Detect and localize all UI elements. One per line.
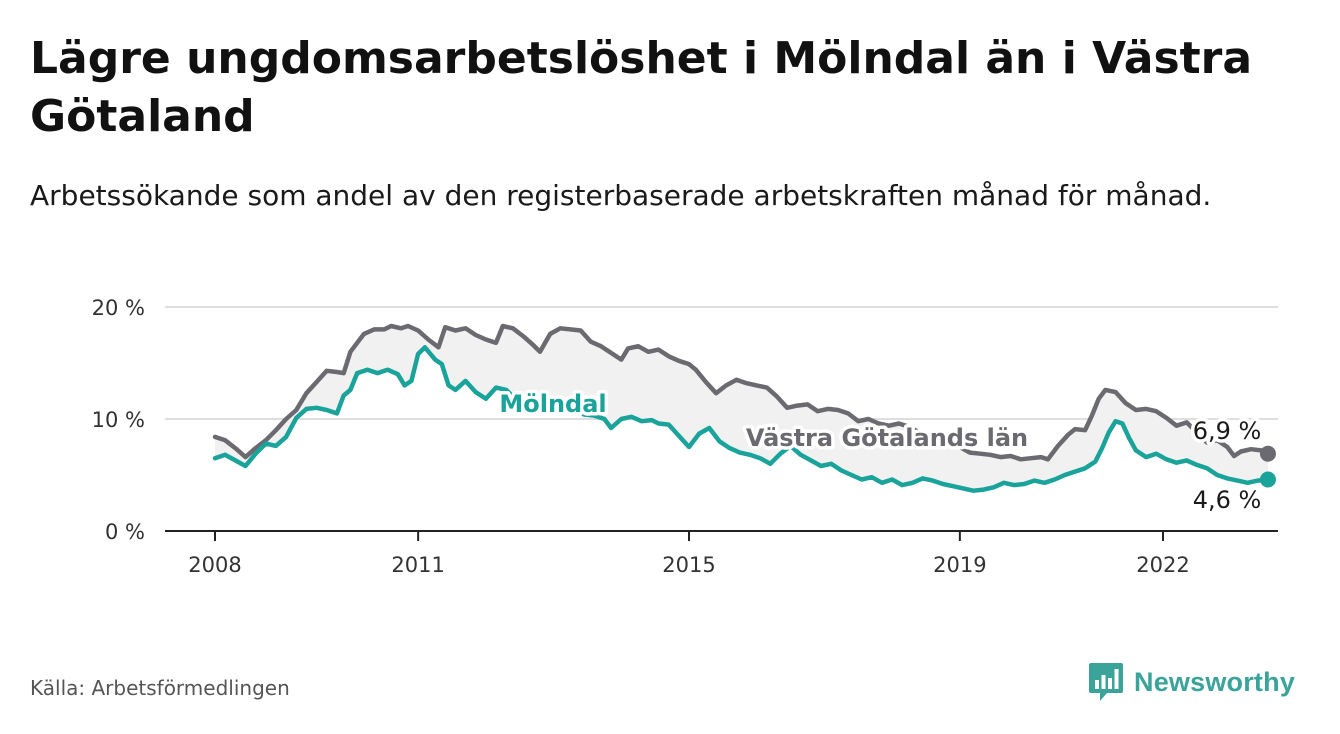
- line-chart: 0 %10 %20 %2008 2011 2015 2019 2022 MölndalM…: [92, 296, 1278, 577]
- x-tick-label: 2008: [188, 553, 241, 577]
- series-label-vastra-gotalands-lan-halo: Västra Götalands län: [746, 424, 1028, 452]
- series-label-molndal-halo: Mölndal: [499, 390, 606, 418]
- x-tick-label: 2022: [1136, 553, 1189, 577]
- series-label-molndal: Mölndal: [499, 390, 606, 418]
- axes: 0 % 10 % 20 % 2008 2011 2015 2019 2022: [92, 296, 1278, 577]
- chart-title: Lägre ungdomsarbetslöshet i Mölndal än i…: [30, 33, 1253, 142]
- end-value-label-vastra-gotalands-lan: 6,9 %: [1193, 417, 1262, 445]
- end-point-vastra-gotalands-lan: [1259, 445, 1276, 462]
- end-value-label-molndal-halo: 4,6 %: [1193, 486, 1262, 514]
- y-tick-label: 0 %: [105, 520, 145, 544]
- series-line-vastra-gotalands-lan: [212, 323, 1271, 462]
- bar-chart-logo-icon: [1089, 663, 1123, 701]
- x-tick-label: 2019: [933, 553, 986, 577]
- chart-subtitle: Arbetssökande som andel av den registerb…: [30, 179, 1212, 212]
- series-lines: [212, 323, 1276, 493]
- x-tick-label: 2011: [391, 553, 444, 577]
- gap-band: [215, 326, 1268, 491]
- series-line-molndal: [212, 345, 1271, 493]
- source-note: Källa: Arbetsförmedlingen: [30, 676, 290, 700]
- y-tick-label: 20 %: [92, 296, 145, 320]
- end-value-label-vastra-gotalands-lan-halo: 6,9 %: [1193, 417, 1262, 445]
- x-tick-label: 2015: [662, 553, 715, 577]
- end-point-molndal: [1259, 471, 1276, 488]
- end-value-label-molndal: 4,6 %: [1193, 486, 1262, 514]
- y-tick-label: 10 %: [92, 408, 145, 432]
- brand-name: Newsworthy: [1134, 666, 1296, 697]
- brand-logo[interactable]: Newsworthy: [1088, 660, 1295, 704]
- series-label-vastra-gotalands-lan: Västra Götalands län: [746, 424, 1028, 452]
